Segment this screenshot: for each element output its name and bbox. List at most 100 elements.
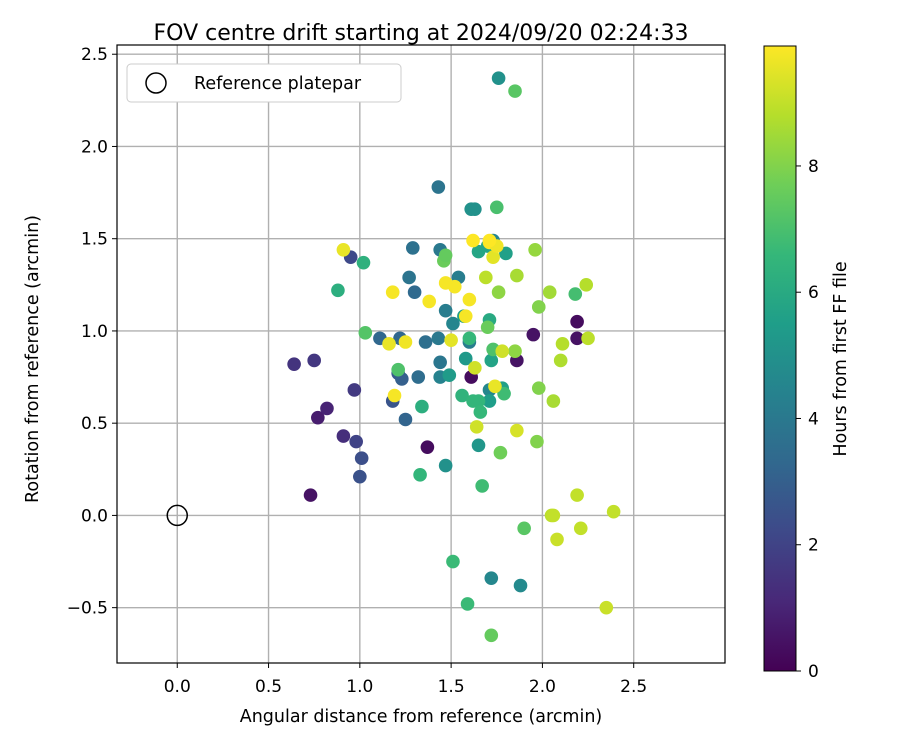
- data-point: [354, 451, 369, 466]
- data-point: [482, 233, 497, 248]
- data-point: [303, 488, 318, 502]
- y-tick-label: 0.5: [81, 414, 108, 434]
- x-tick-label: 0.0: [164, 677, 191, 697]
- colorbar-ticks: 0 2 4 6 8: [796, 157, 819, 682]
- y-tick-label: 2.0: [81, 137, 108, 157]
- colorbar-tick-label: 8: [808, 157, 819, 177]
- data-point: [513, 578, 528, 593]
- legend-box: [126, 63, 402, 103]
- data-point: [415, 399, 429, 414]
- data-point: [358, 325, 373, 340]
- data-point: [433, 355, 447, 370]
- y-tick-label: −0.5: [67, 599, 108, 619]
- data-point: [484, 571, 499, 585]
- data-point: [499, 246, 513, 261]
- colorbar: 0 2 4 6 8 Hours from first FF file: [763, 45, 851, 682]
- data-point: [495, 344, 510, 359]
- data-point: [466, 394, 480, 408]
- x-tick-label: 2.0: [529, 677, 556, 697]
- colorbar-tick-label: 2: [808, 536, 819, 556]
- data-point: [510, 423, 524, 438]
- data-point: [353, 469, 367, 484]
- data-point: [546, 508, 561, 523]
- data-point: [466, 233, 480, 248]
- data-point: [531, 381, 546, 395]
- data-point: [491, 71, 506, 86]
- y-axis-label: Rotation from reference (arcmin): [23, 215, 43, 503]
- data-point: [311, 410, 325, 425]
- x-tick-label: 1.5: [438, 677, 465, 697]
- data-point: [530, 434, 544, 449]
- chart-title: FOV centre drift starting at 2024/09/20 …: [154, 21, 689, 46]
- data-point: [573, 521, 588, 536]
- data-point: [471, 438, 486, 453]
- data-point: [382, 337, 396, 351]
- data-point: [446, 316, 460, 331]
- data-point: [442, 368, 457, 383]
- x-axis-ticks: 0.0 0.5 1.0 1.5 2.0 2.5: [164, 663, 647, 697]
- colorbar-label: Hours from first FF file: [831, 261, 851, 456]
- data-point: [489, 200, 504, 215]
- x-axis-label: Angular distance from reference (arcmin): [240, 707, 603, 727]
- data-point: [510, 268, 524, 283]
- data-point: [431, 331, 446, 346]
- data-point: [475, 479, 489, 493]
- data-point: [517, 521, 531, 536]
- data-point: [570, 488, 584, 502]
- data-point: [307, 353, 321, 368]
- data-point: [542, 285, 557, 300]
- data-point: [336, 242, 351, 257]
- data-point: [407, 285, 422, 300]
- data-point: [482, 394, 497, 408]
- data-point: [462, 331, 477, 346]
- data-point: [553, 353, 568, 368]
- legend-label: Reference platepar: [194, 74, 362, 94]
- data-point: [479, 270, 493, 285]
- data-point: [462, 292, 477, 307]
- data-point: [387, 388, 402, 403]
- data-point: [402, 270, 416, 285]
- data-point: [336, 429, 351, 443]
- data-point: [411, 370, 426, 384]
- data-point: [555, 337, 570, 351]
- data-point: [469, 420, 484, 434]
- data-point: [526, 327, 541, 342]
- data-point: [356, 255, 371, 270]
- data-point: [413, 468, 427, 482]
- data-point: [508, 344, 522, 359]
- y-tick-label: 1.5: [81, 230, 108, 250]
- data-points: [287, 71, 621, 643]
- legend: Reference platepar: [126, 63, 402, 103]
- data-point: [385, 285, 400, 300]
- data-point: [488, 379, 502, 394]
- data-point: [447, 279, 462, 294]
- data-point: [418, 335, 433, 349]
- legend-marker-icon: [145, 72, 167, 94]
- data-point: [320, 401, 334, 416]
- data-point: [431, 180, 446, 194]
- data-point: [570, 331, 584, 346]
- data-point: [422, 294, 437, 309]
- data-point: [581, 331, 595, 346]
- data-point: [438, 458, 453, 473]
- data-point: [349, 434, 363, 449]
- data-point: [480, 320, 495, 335]
- colorbar-tick-label: 4: [808, 409, 819, 429]
- reference-platepar-marker: [166, 504, 189, 527]
- colorbar-gradient: [763, 45, 797, 672]
- data-point: [531, 300, 546, 314]
- data-point: [493, 445, 508, 460]
- data-point: [491, 285, 506, 300]
- data-point: [473, 405, 488, 419]
- data-point: [550, 532, 564, 547]
- data-point: [546, 394, 561, 408]
- data-point: [398, 412, 413, 427]
- data-point: [458, 309, 473, 323]
- data-point: [568, 287, 583, 301]
- data-point: [455, 388, 469, 403]
- data-point: [444, 333, 458, 347]
- data-point: [606, 504, 621, 519]
- y-tick-label: 2.5: [81, 45, 108, 65]
- data-point: [438, 303, 453, 318]
